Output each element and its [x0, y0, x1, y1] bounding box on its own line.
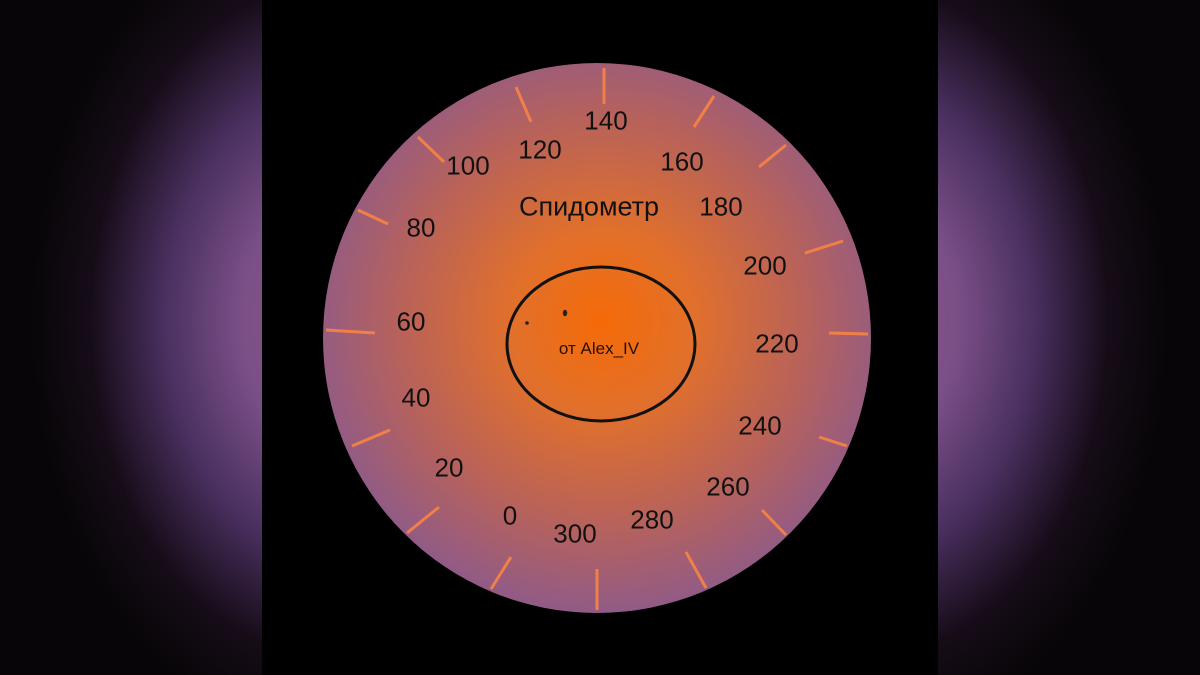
- tick-mark: [489, 556, 513, 590]
- speed-label-80: 80: [406, 212, 436, 243]
- tick-mark: [351, 428, 391, 448]
- speed-label-180: 180: [699, 191, 743, 222]
- tick-mark: [416, 135, 446, 164]
- tick-mark: [760, 508, 788, 537]
- speed-label-20: 20: [434, 452, 464, 483]
- inner-ellipse: [505, 265, 697, 423]
- tick-mark: [818, 435, 848, 448]
- tick-mark: [406, 505, 440, 535]
- speed-label-120: 120: [518, 134, 562, 165]
- tick-mark: [828, 331, 869, 336]
- tick-mark: [804, 239, 844, 255]
- dot: [562, 309, 568, 317]
- tick-mark: [357, 208, 389, 226]
- speed-label-0: 0: [502, 500, 518, 531]
- speed-label-140: 140: [584, 105, 628, 136]
- tick-mark: [692, 95, 716, 128]
- tick-mark: [325, 328, 376, 335]
- blurred-background-left: [0, 0, 262, 675]
- tick-mark: [758, 143, 787, 169]
- blurred-background-right: [938, 0, 1200, 675]
- speedometer-dial: [323, 63, 871, 613]
- speed-label-240: 240: [738, 410, 782, 441]
- speed-label-200: 200: [743, 250, 787, 281]
- dot: [525, 321, 529, 325]
- tick-mark: [514, 86, 533, 123]
- speed-label-260: 260: [706, 471, 750, 502]
- speed-label-300: 300: [553, 518, 597, 549]
- speedometer-title: Спидометр: [518, 191, 660, 222]
- author-credit: от Alex_IV: [558, 339, 640, 358]
- speed-label-280: 280: [630, 504, 674, 535]
- speed-label-220: 220: [755, 328, 799, 359]
- speed-label-40: 40: [401, 382, 431, 413]
- speed-label-60: 60: [396, 306, 426, 337]
- speed-label-100: 100: [446, 150, 490, 181]
- tick-mark: [684, 551, 708, 589]
- speed-label-160: 160: [660, 146, 704, 177]
